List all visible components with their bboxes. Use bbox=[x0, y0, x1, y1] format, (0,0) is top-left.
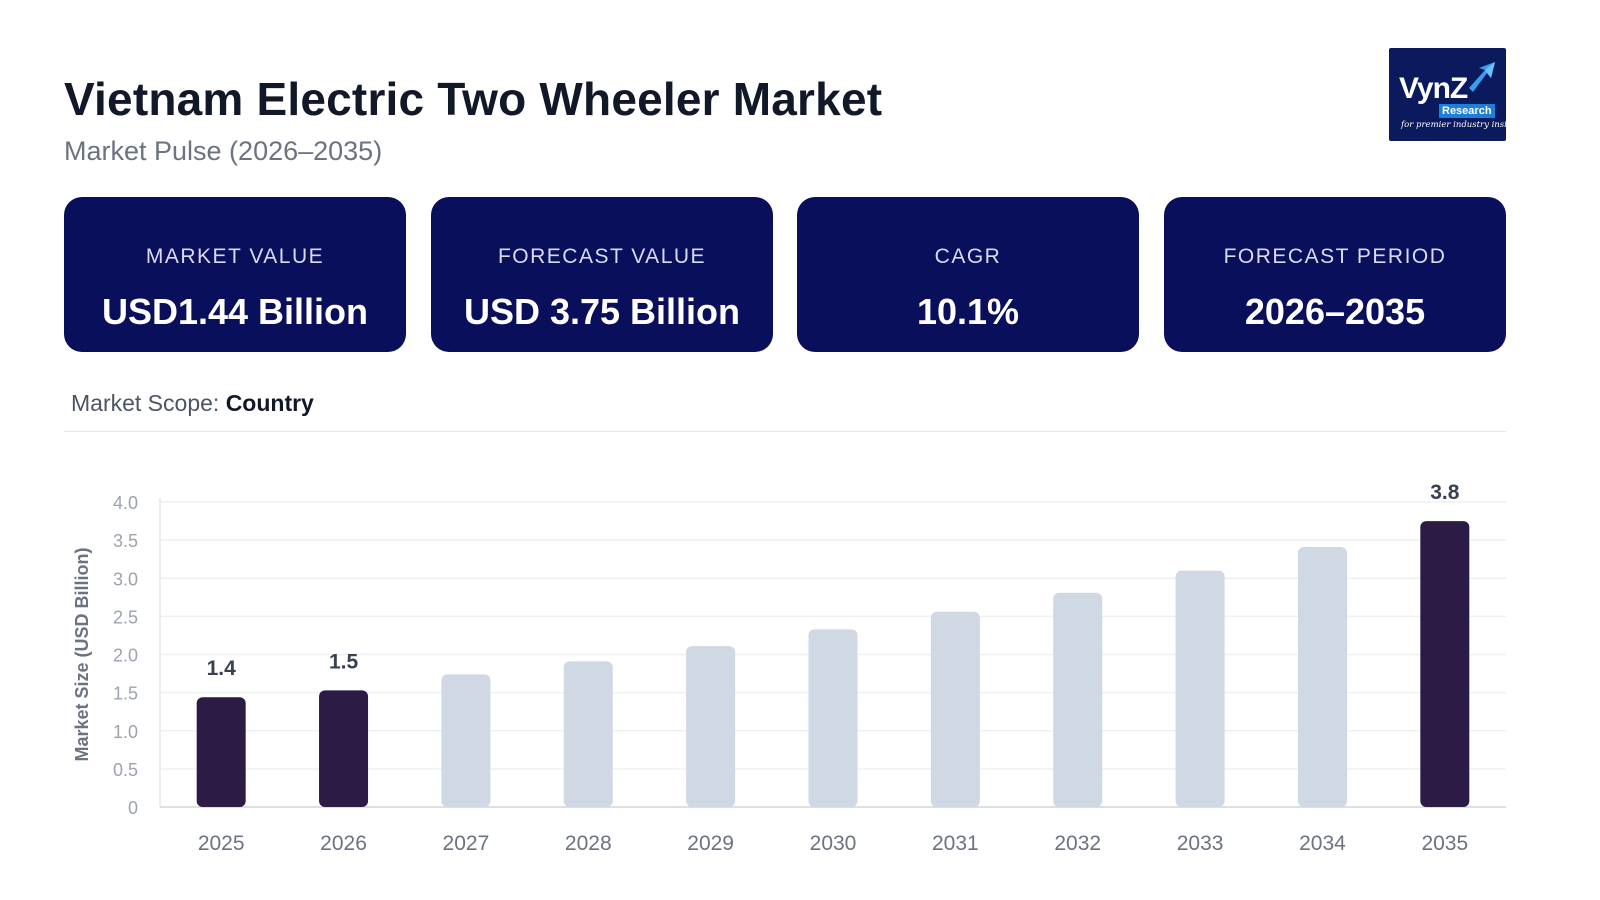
market-size-bar-chart: 0 0.5 1.0 1.5 2.0 2.5 3.0 3.5 4.0 Market Size (US… bbox=[72, 481, 1506, 855]
kpi-card-forecast-period: FORECAST PERIOD 2026–2035 bbox=[1164, 197, 1506, 352]
x-tick-label: 2028 bbox=[565, 832, 612, 855]
y-tick-label: 2.0 bbox=[113, 646, 138, 666]
y-tick-label: 3.5 bbox=[113, 531, 138, 551]
data-label: 1.5 bbox=[329, 650, 359, 673]
y-tick-label: 4.0 bbox=[113, 493, 138, 513]
bar-2034 bbox=[1297, 546, 1347, 807]
x-tick-label: 2033 bbox=[1177, 832, 1224, 855]
data-label: 1.4 bbox=[207, 657, 237, 680]
vynz-research-logo: VynZ Research for premier industry insig… bbox=[1389, 48, 1506, 141]
bar-2027 bbox=[441, 674, 491, 807]
logo-wordmark: VynZ bbox=[1399, 72, 1468, 105]
x-tick-label: 2026 bbox=[320, 832, 367, 855]
bar-2028 bbox=[563, 661, 613, 807]
kpi-label: CAGR bbox=[934, 245, 1002, 268]
section-divider bbox=[64, 431, 1506, 432]
x-tick-label: 2029 bbox=[687, 832, 734, 855]
kpi-label: FORECAST PERIOD bbox=[1223, 245, 1447, 268]
kpi-label: FORECAST VALUE bbox=[497, 245, 707, 268]
bar-2029 bbox=[686, 646, 736, 807]
x-tick-label: 2035 bbox=[1421, 832, 1468, 855]
y-tick-label: 0.5 bbox=[113, 760, 138, 780]
y-tick-label: 3.0 bbox=[113, 569, 138, 589]
y-tick-label: 2.5 bbox=[113, 607, 138, 627]
kpi-value: USD1.44 Billion bbox=[101, 291, 369, 332]
market-scope: Market Scope: Country bbox=[71, 390, 314, 417]
bar-2031 bbox=[930, 611, 980, 807]
kpi-value: 10.1% bbox=[916, 291, 1020, 332]
kpi-value: 2026–2035 bbox=[1244, 291, 1426, 332]
y-tick-label: 0 bbox=[128, 798, 138, 818]
bar-2025 bbox=[196, 697, 246, 807]
x-tick-label: 2034 bbox=[1299, 832, 1346, 855]
logo-arrow-icon bbox=[1469, 62, 1495, 92]
kpi-value: USD 3.75 Billion bbox=[463, 291, 741, 332]
kpi-card-forecast-value: FORECAST VALUE USD 3.75 Billion bbox=[431, 197, 773, 352]
x-tick-label: 2025 bbox=[198, 832, 245, 855]
bar-2033 bbox=[1175, 570, 1225, 807]
page-title: Vietnam Electric Two Wheeler Market bbox=[64, 73, 883, 125]
data-label: 3.8 bbox=[1430, 481, 1460, 504]
logo-tagline: for premier industry insights bbox=[1401, 120, 1506, 130]
y-tick-label: 1.0 bbox=[113, 722, 138, 742]
logo-sub-label: Research bbox=[1439, 104, 1495, 118]
y-axis-title: Market Size (USD Billion) bbox=[72, 547, 92, 761]
kpi-card-row: MARKET VALUE USD1.44 Billion FORECAST VA… bbox=[64, 197, 1506, 352]
kpi-card-cagr: CAGR 10.1% bbox=[797, 197, 1139, 352]
x-tick-label: 2027 bbox=[443, 832, 490, 855]
kpi-card-market-value: MARKET VALUE USD1.44 Billion bbox=[64, 197, 406, 352]
market-scope-label: Market Scope: bbox=[71, 390, 220, 416]
kpi-label: MARKET VALUE bbox=[145, 245, 325, 268]
market-scope-value: Country bbox=[225, 390, 314, 416]
bar-2032 bbox=[1053, 592, 1103, 807]
x-tick-label: 2030 bbox=[810, 832, 857, 855]
bar-2035 bbox=[1420, 521, 1470, 807]
bar-2026 bbox=[319, 690, 369, 807]
x-tick-label: 2031 bbox=[932, 832, 979, 855]
page-subtitle: Market Pulse (2026–2035) bbox=[64, 136, 383, 166]
y-tick-label: 1.5 bbox=[113, 684, 138, 704]
bar-2030 bbox=[808, 629, 858, 807]
x-tick-label: 2032 bbox=[1054, 832, 1101, 855]
